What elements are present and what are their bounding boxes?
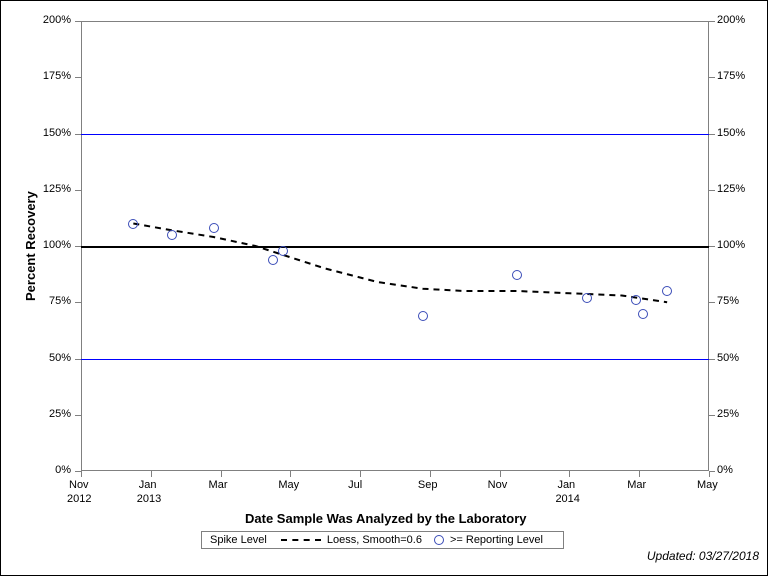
- y-tick-label: 200%: [43, 14, 71, 26]
- y-tick-label: 50%: [49, 352, 71, 364]
- legend: Spike Level Loess, Smooth=0.6 >= Reporti…: [201, 531, 564, 549]
- x-tick-mark: [221, 471, 222, 477]
- reference-line: [81, 246, 709, 248]
- data-point: [278, 246, 288, 256]
- y-tick-label-right: 125%: [717, 183, 745, 195]
- x-tick-mark: [290, 471, 291, 477]
- y-tick-mark: [709, 190, 715, 191]
- x-tick-mark: [569, 471, 570, 477]
- y-tick-label: 100%: [43, 239, 71, 251]
- data-point: [167, 230, 177, 240]
- x-tick-label-year: 2014: [555, 493, 579, 505]
- y-tick-label-right: 150%: [717, 127, 745, 139]
- loess-line-sample: [281, 539, 321, 541]
- y-tick-label-right: 25%: [717, 408, 739, 420]
- x-tick-mark: [500, 471, 501, 477]
- y-tick-mark: [709, 302, 715, 303]
- data-point: [662, 286, 672, 296]
- legend-label-loess: Loess, Smooth=0.6: [327, 534, 422, 546]
- data-point: [512, 270, 522, 280]
- x-tick-mark: [151, 471, 152, 477]
- x-tick-mark: [360, 471, 361, 477]
- loess-curve: [1, 1, 768, 577]
- y-tick-label: 75%: [49, 295, 71, 307]
- data-point: [128, 219, 138, 229]
- legend-item-marker: >= Reporting Level: [434, 534, 543, 546]
- y-tick-mark: [75, 415, 81, 416]
- data-point: [631, 295, 641, 305]
- x-tick-label: May: [278, 479, 299, 491]
- y-tick-label: 175%: [43, 70, 71, 82]
- x-tick-label: Mar: [209, 479, 228, 491]
- y-tick-label-right: 50%: [717, 352, 739, 364]
- y-tick-label: 125%: [43, 183, 71, 195]
- x-tick-label: Jul: [348, 479, 362, 491]
- y-tick-label-right: 200%: [717, 14, 745, 26]
- y-tick-mark: [75, 21, 81, 22]
- y-tick-label-right: 175%: [717, 70, 745, 82]
- x-tick-label: Sep: [418, 479, 438, 491]
- x-tick-mark: [639, 471, 640, 477]
- x-tick-mark: [430, 471, 431, 477]
- y-tick-mark: [709, 77, 715, 78]
- x-tick-label: May: [697, 479, 718, 491]
- x-tick-mark: [81, 471, 82, 477]
- x-tick-mark: [709, 471, 710, 477]
- x-tick-label: Nov: [69, 479, 89, 491]
- y-tick-label: 25%: [49, 408, 71, 420]
- y-tick-mark: [709, 415, 715, 416]
- y-tick-label: 0%: [55, 464, 71, 476]
- data-point: [582, 293, 592, 303]
- y-tick-label-right: 100%: [717, 239, 745, 251]
- x-tick-label-year: 2013: [137, 493, 161, 505]
- x-tick-label-year: 2012: [67, 493, 91, 505]
- marker-sample: [434, 535, 444, 545]
- legend-label-marker: >= Reporting Level: [450, 534, 543, 546]
- chart-container: Percent Recovery Date Sample Was Analyze…: [0, 0, 768, 576]
- reference-line: [81, 134, 709, 135]
- y-tick-mark: [75, 302, 81, 303]
- data-point: [418, 311, 428, 321]
- y-tick-mark: [709, 359, 715, 360]
- y-tick-label-right: 75%: [717, 295, 739, 307]
- y-tick-label: 150%: [43, 127, 71, 139]
- legend-title: Spike Level: [210, 534, 267, 546]
- y-tick-mark: [75, 77, 81, 78]
- y-tick-mark: [709, 246, 715, 247]
- legend-item-loess: Loess, Smooth=0.6: [281, 534, 422, 546]
- y-tick-mark: [709, 134, 715, 135]
- updated-text: Updated: 03/27/2018: [647, 549, 759, 563]
- y-tick-mark: [709, 21, 715, 22]
- x-tick-label: Nov: [488, 479, 508, 491]
- data-point: [638, 309, 648, 319]
- reference-line: [81, 359, 709, 360]
- data-point: [268, 255, 278, 265]
- data-point: [209, 223, 219, 233]
- x-tick-label: Jan: [557, 479, 575, 491]
- x-tick-label: Jan: [139, 479, 157, 491]
- y-tick-label-right: 0%: [717, 464, 733, 476]
- x-tick-label: Mar: [627, 479, 646, 491]
- y-tick-mark: [75, 190, 81, 191]
